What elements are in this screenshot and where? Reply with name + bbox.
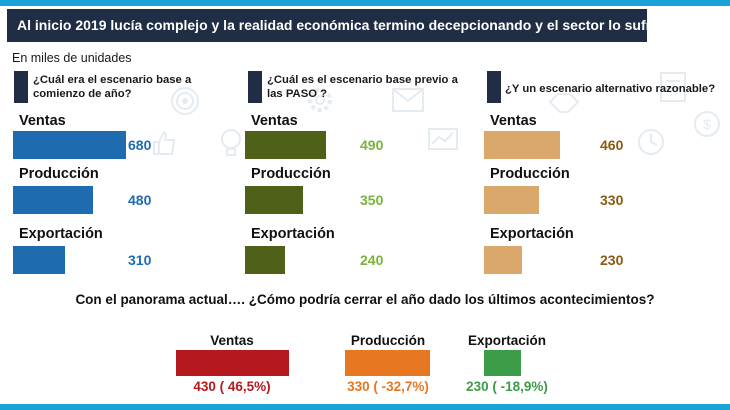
question-marker-paso [248, 71, 262, 103]
closing-bar-exportacion [484, 350, 521, 376]
closing-category-exportacion: Exportación [467, 333, 546, 348]
value-label-alt-exportacion: 230 [600, 252, 624, 268]
dollar-icon: $ [694, 111, 720, 137]
bar-paso-ventas [245, 131, 326, 159]
bar-alt-exportacion [484, 246, 522, 274]
checklist-icon [660, 72, 686, 102]
thumbs-up-icon [153, 130, 176, 155]
value-label-alt-ventas: 460 [600, 137, 624, 153]
closing-value-produccion: 330 ( -32,7%) [347, 379, 429, 394]
value-label-paso-ventas: 490 [360, 137, 384, 153]
value-label-base-produccion: 480 [128, 192, 152, 208]
bar-base-produccion [13, 186, 93, 214]
closing-bar-ventas [176, 350, 289, 376]
closing-category-ventas: Ventas [210, 333, 254, 348]
bar-base-ventas [13, 131, 126, 159]
bottom-accent-rule [0, 404, 730, 410]
unit-label: En miles de unidades [12, 51, 132, 65]
target-icon [171, 87, 199, 115]
value-label-base-exportacion: 310 [128, 252, 152, 268]
bar-base-exportacion [13, 246, 65, 274]
category-label-base-ventas: Ventas [19, 113, 66, 129]
mail-icon [392, 88, 424, 112]
bottom-question: Con el panorama actual…. ¿Cómo podría ce… [75, 292, 655, 307]
svg-text:$: $ [703, 116, 711, 132]
category-label-base-exportacion: Exportación [19, 226, 103, 242]
bar-alt-ventas [484, 131, 560, 159]
panel-title-base: ¿Cuál era el escenario base a comienzo d… [33, 74, 192, 100]
category-label-alt-ventas: Ventas [490, 113, 537, 129]
value-label-paso-exportacion: 240 [360, 252, 384, 268]
category-label-alt-produccion: Producción [490, 166, 570, 182]
panel-title-paso: ¿Cuál es el escenario base previo a las … [267, 74, 458, 100]
gear-icon [308, 88, 332, 112]
category-label-base-produccion: Producción [19, 166, 99, 182]
bar-paso-exportacion [245, 246, 285, 274]
lightbulb-icon [221, 129, 241, 156]
closing-value-ventas: 430 ( 46,5%) [193, 379, 271, 394]
category-label-paso-produccion: Producción [251, 166, 331, 182]
category-label-paso-ventas: Ventas [251, 113, 298, 129]
handshake-icon [548, 93, 580, 113]
top-accent-rule [0, 0, 730, 6]
chart-board-icon [428, 128, 458, 150]
question-marker-alt [487, 71, 501, 103]
bar-paso-produccion [245, 186, 303, 214]
closing-value-exportacion: 230 ( -18,9%) [466, 379, 548, 394]
panel-title-alt: ¿Y un escenario alternativo razonable? [505, 83, 716, 95]
value-label-base-ventas: 680 [128, 137, 152, 153]
slide-title: Al inicio 2019 lucía complejo y la reali… [7, 9, 647, 42]
closing-bar-produccion [345, 350, 430, 376]
bar-alt-produccion [484, 186, 539, 214]
category-label-alt-exportacion: Exportación [490, 226, 574, 242]
question-marker-base [14, 71, 28, 103]
clock-icon [638, 129, 664, 155]
closing-category-produccion: Producción [350, 333, 426, 348]
value-label-paso-produccion: 350 [360, 192, 384, 208]
category-label-paso-exportacion: Exportación [251, 226, 335, 242]
value-label-alt-produccion: 330 [600, 192, 624, 208]
